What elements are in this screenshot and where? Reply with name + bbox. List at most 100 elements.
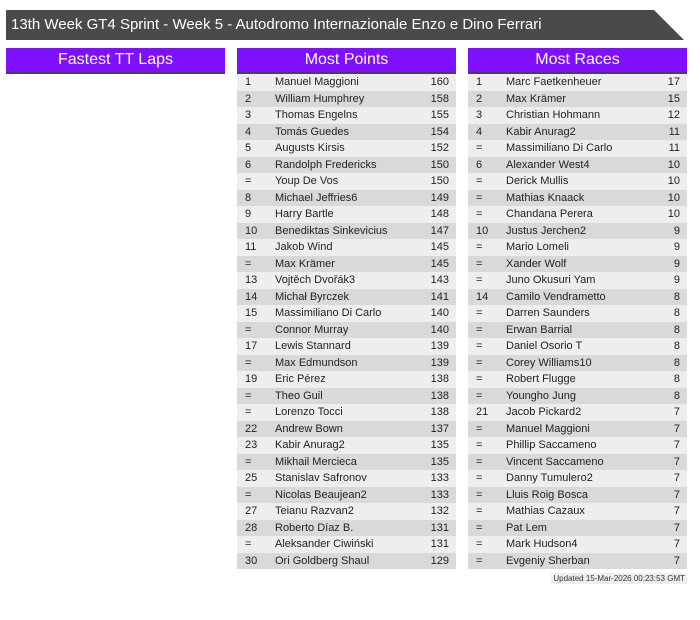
- value-cell: 9: [673, 224, 680, 237]
- rank-cell: =: [476, 554, 483, 567]
- value-cell: 135: [430, 439, 449, 451]
- table-row: = Aleksander Ciwiński 131: [237, 536, 456, 553]
- rank-cell: =: [476, 505, 483, 517]
- driver-name-cell: Youp De Vos: [275, 175, 339, 187]
- value-cell: 150: [430, 175, 449, 187]
- rank-cell: 22: [245, 422, 258, 435]
- rank-cell: =: [245, 406, 252, 418]
- table-row: = Phillip Saccameno 7: [468, 437, 687, 454]
- most-points-panel: Most Points 1 Manuel Maggioni 160 2 William …: [237, 48, 456, 569]
- panel-heading: Fastest TT Laps: [6, 48, 225, 74]
- rank-cell: =: [476, 439, 483, 451]
- value-cell: 139: [430, 340, 449, 352]
- driver-name-cell: Randolph Fredericks: [275, 158, 377, 171]
- page-title: 13th Week GT4 Sprint - Week 5 - Autodrom…: [6, 10, 684, 40]
- rank-cell: =: [476, 356, 483, 369]
- value-cell: 8: [673, 307, 680, 319]
- rank-cell: 1: [476, 76, 483, 88]
- value-cell: 7: [673, 406, 680, 418]
- driver-name-cell: Michał Byrczek: [275, 290, 349, 303]
- value-cell: 15: [667, 92, 680, 105]
- table-row: = Corey Williams10 8: [468, 354, 687, 371]
- rank-cell: =: [476, 488, 483, 501]
- rank-cell: 10: [476, 224, 489, 237]
- value-cell: 148: [430, 208, 449, 220]
- table-row: = Mark Hudson4 7: [468, 536, 687, 553]
- table-row: = Chandana Perera 10: [468, 206, 687, 223]
- table-row: = Robert Flugge 8: [468, 371, 687, 388]
- value-cell: 160: [430, 76, 449, 88]
- driver-name-cell: Erwan Barrial: [506, 323, 573, 336]
- driver-name-cell: Mark Hudson4: [506, 538, 578, 550]
- table-row: 6 Randolph Fredericks 150: [237, 156, 456, 173]
- rank-cell: 1: [245, 76, 252, 88]
- value-cell: 7: [673, 554, 680, 567]
- table-row: 14 Michał Byrczek 141: [237, 288, 456, 305]
- rank-cell: 15: [245, 307, 258, 319]
- driver-name-cell: Michael Jeffries6: [275, 191, 358, 204]
- rank-cell: 2: [476, 92, 483, 105]
- value-cell: 9: [673, 274, 680, 286]
- driver-name-cell: Chandana Perera: [506, 208, 593, 220]
- table-row: 11 Jakob Wind 145: [237, 239, 456, 256]
- value-cell: 143: [430, 274, 449, 286]
- driver-name-cell: Christian Hohmann: [506, 109, 601, 121]
- value-cell: 12: [667, 109, 680, 121]
- rank-cell: =: [476, 307, 483, 319]
- driver-name-cell: Mario Lomeli: [506, 241, 569, 253]
- value-cell: 133: [430, 472, 449, 484]
- rank-cell: 8: [245, 191, 252, 204]
- table-row: 28 Roberto Díaz B. 131: [237, 519, 456, 536]
- panel-heading: Most Races: [468, 48, 687, 74]
- rank-cell: 17: [245, 340, 258, 352]
- rank-cell: =: [245, 538, 252, 550]
- table-row: 4 Tomás Guedes 154: [237, 123, 456, 140]
- driver-name-cell: Xander Wolf: [506, 257, 567, 270]
- rank-cell: =: [476, 191, 483, 204]
- rank-cell: =: [476, 323, 483, 336]
- rank-cell: =: [476, 257, 483, 270]
- table-row: 6 Alexander West4 10: [468, 156, 687, 173]
- rank-cell: 3: [245, 109, 252, 121]
- table-row: 17 Lewis Stannard 139: [237, 338, 456, 355]
- value-cell: 138: [430, 373, 449, 385]
- rank-cell: =: [245, 455, 252, 468]
- driver-name-cell: Teianu Razvan2: [275, 505, 354, 517]
- value-cell: 8: [673, 389, 680, 402]
- driver-name-cell: Harry Bartle: [275, 208, 334, 220]
- value-cell: 7: [673, 472, 680, 484]
- rank-cell: 2: [245, 92, 252, 105]
- value-cell: 10: [667, 191, 680, 204]
- rank-cell: =: [476, 175, 483, 187]
- driver-name-cell: Theo Guil: [275, 389, 323, 402]
- value-cell: 17: [667, 76, 680, 88]
- rank-cell: 14: [476, 290, 489, 303]
- table-row: 10 Justus Jerchen2 9: [468, 222, 687, 239]
- table-row: = Mikhail Mercieca 135: [237, 453, 456, 470]
- table-row: 5 Augusts Kirsis 152: [237, 140, 456, 157]
- driver-name-cell: Max Edmundson: [275, 356, 358, 369]
- driver-name-cell: Camilo Vendrametto: [506, 290, 606, 303]
- table-row: 4 Kabir Anurag2 11: [468, 123, 687, 140]
- rank-cell: 4: [245, 125, 252, 138]
- value-cell: 8: [673, 340, 680, 352]
- value-cell: 135: [430, 455, 449, 468]
- value-cell: 7: [673, 439, 680, 451]
- table-row: = Evgeniy Sherban 7: [468, 552, 687, 569]
- table-row: 14 Camilo Vendrametto 8: [468, 288, 687, 305]
- table-row: = Pat Lem 7: [468, 519, 687, 536]
- value-cell: 7: [673, 538, 680, 550]
- table-row: = Mathias Cazaux 7: [468, 503, 687, 520]
- driver-name-cell: Jacob Pickard2: [506, 406, 582, 418]
- table-row: 22 Andrew Bown 137: [237, 420, 456, 437]
- value-cell: 150: [430, 158, 449, 171]
- table-row: 30 Ori Goldberg Shaul 129: [237, 552, 456, 569]
- value-cell: 147: [430, 224, 449, 237]
- driver-name-cell: Justus Jerchen2: [506, 224, 587, 237]
- driver-name-cell: Pat Lem: [506, 521, 547, 534]
- table-row: = Connor Murray 140: [237, 321, 456, 338]
- rank-cell: =: [476, 373, 483, 385]
- rank-cell: =: [476, 241, 483, 253]
- value-cell: 10: [667, 158, 680, 171]
- table-row: 9 Harry Bartle 148: [237, 206, 456, 223]
